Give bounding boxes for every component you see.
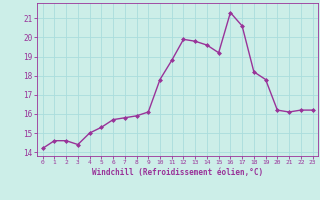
X-axis label: Windchill (Refroidissement éolien,°C): Windchill (Refroidissement éolien,°C) <box>92 168 263 177</box>
